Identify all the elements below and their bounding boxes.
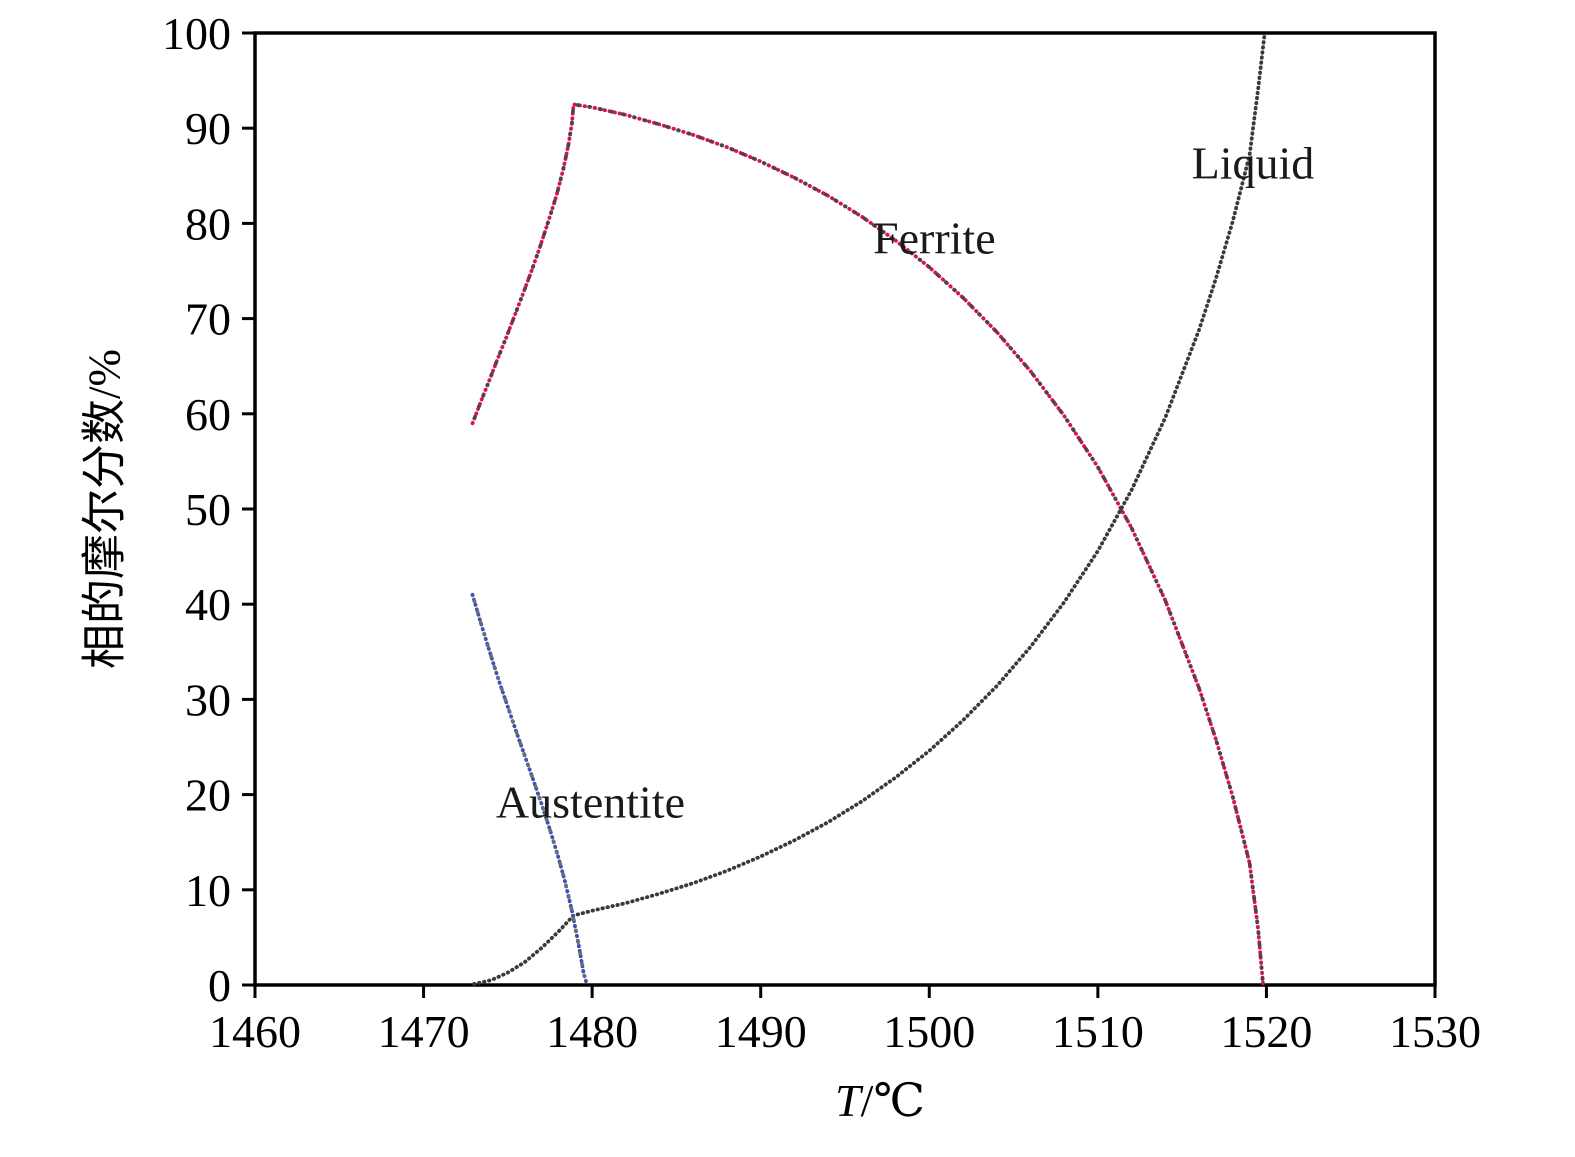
x-tick-label: 1460 (209, 1006, 301, 1057)
series-austentite (470, 592, 589, 987)
series-label-liquid: Liquid (1191, 137, 1315, 189)
y-tick-label: 20 (185, 770, 231, 821)
x-axis-title: T/℃ (835, 1073, 925, 1127)
x-tick-label: 1520 (1220, 1006, 1312, 1057)
y-tick-label: 10 (185, 865, 231, 916)
x-tick-label: 1480 (546, 1006, 638, 1057)
y-tick-label: 100 (162, 8, 231, 59)
y-tick-label: 40 (185, 579, 231, 630)
y-tick-label: 90 (185, 103, 231, 154)
series-label-ferrite: Ferrite (873, 212, 996, 264)
x-axis-title-unit: /℃ (860, 1075, 925, 1126)
x-tick-label: 1490 (715, 1006, 807, 1057)
series-ferrite (470, 102, 1265, 987)
y-tick-label: 60 (185, 389, 231, 440)
y-tick-label: 50 (185, 484, 231, 535)
y-tick-label: 80 (185, 198, 231, 249)
y-tick-label: 0 (208, 960, 231, 1011)
x-axis-title-symbol: T (835, 1075, 861, 1126)
x-tick-label: 1510 (1052, 1006, 1144, 1057)
y-tick-label: 30 (185, 674, 231, 725)
y-tick-label: 70 (185, 294, 231, 345)
y-axis-title: 相的摩尔分数/% (79, 349, 130, 669)
series-label-austentite: Austentite (495, 776, 685, 828)
x-tick-label: 1470 (378, 1006, 470, 1057)
plot-frame (253, 31, 1437, 987)
series-ferrite-overlay-dots (470, 102, 1265, 987)
series-liquid (472, 31, 1267, 986)
x-tick-label: 1530 (1389, 1006, 1481, 1057)
x-tick-label: 1500 (883, 1006, 975, 1057)
